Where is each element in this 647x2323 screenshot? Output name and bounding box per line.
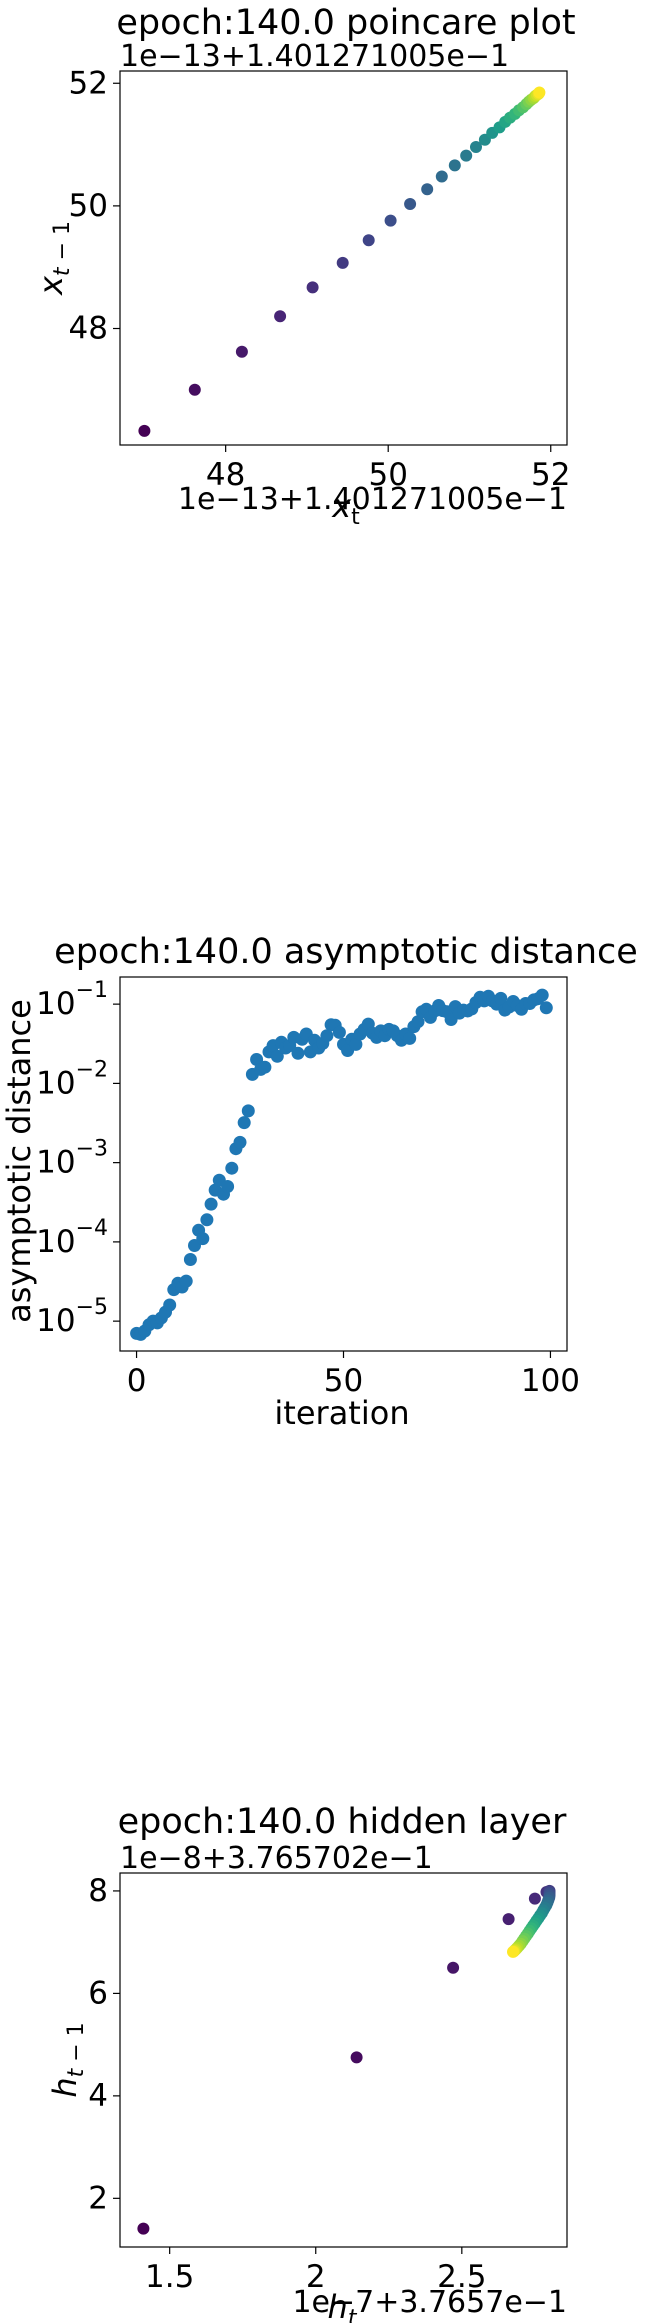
- poincare-x-tick-label: 50: [368, 457, 407, 493]
- asymptotic-point: [411, 1015, 425, 1029]
- poincare-point: [384, 214, 397, 227]
- poincare-point: [362, 234, 375, 247]
- hidden-layer-y-tick-label: 6: [88, 1975, 108, 2011]
- asymptotic-points: [130, 988, 553, 1341]
- asymptotic-y-tick-label: 10−5: [36, 1295, 108, 1340]
- hidden-layer-y-offset-label: 1e−8+3.765702e−1: [120, 1841, 433, 1876]
- hidden-layer-point: [528, 1892, 541, 1905]
- asymptotic-point: [183, 1253, 197, 1266]
- poincare-y-offset-label: 1e−13+1.401271005e−1: [120, 39, 509, 74]
- hidden-layer-x-axis: 1.5 2 2.5: [145, 2247, 486, 2295]
- asymptotic-point: [539, 1001, 553, 1015]
- poincare-x-axis: 48 50 52: [206, 445, 570, 493]
- hidden-layer-chart: epoch:140.0 hidden layer 1e−8+3.765702e−…: [46, 1802, 568, 2323]
- poincare-y-tick-label: 48: [69, 311, 108, 347]
- asymptotic-point: [204, 1197, 218, 1211]
- asymptotic-point: [535, 988, 549, 1002]
- poincare-x-tick-label: 52: [531, 457, 570, 493]
- asymptotic-point: [291, 1046, 305, 1060]
- asymptotic-point: [494, 991, 508, 1005]
- hidden-layer-point: [137, 2222, 150, 2235]
- poincare-plot-area: [119, 70, 568, 446]
- poincare-x-tick-label: 48: [206, 457, 245, 493]
- asymptotic-point: [237, 1116, 251, 1130]
- asymptotic-point: [200, 1213, 214, 1227]
- asymptotic-point: [403, 1031, 417, 1045]
- asymptotic-y-axis-label: asymptotic distance: [0, 999, 38, 1323]
- hidden-layer-x-tick-label: 2: [306, 2259, 326, 2295]
- hidden-layer-y-tick-label: 8: [88, 1873, 108, 1909]
- asymptotic-point: [241, 1104, 255, 1118]
- asymptotic-x-tick-label: 0: [127, 1363, 147, 1399]
- poincare-point: [470, 141, 482, 153]
- poincare-point: [235, 345, 248, 358]
- asymptotic-y-tick-label: 10−3: [36, 1136, 108, 1181]
- hidden-layer-y-tick-label: 2: [88, 2180, 108, 2216]
- hidden-layer-points: [137, 1884, 556, 2235]
- hidden-layer-plot-area: [119, 1872, 568, 2248]
- asymptotic-point: [196, 1232, 210, 1246]
- hidden-layer-point: [447, 1961, 460, 1974]
- poincare-point: [336, 256, 349, 269]
- asymptotic-x-axis-label: iteration: [274, 1394, 409, 1432]
- hidden-layer-x-tick-label: 1.5: [145, 2259, 194, 2295]
- poincare-point: [421, 183, 434, 196]
- poincare-chart: epoch:140.0 poincare plot 1e−13+1.401271…: [32, 3, 576, 530]
- asymptotic-point: [225, 1161, 239, 1175]
- asymptotic-point: [163, 1298, 177, 1312]
- hidden-layer-y-axis: 2 4 6 8: [88, 1873, 120, 2216]
- poincare-x-offset-label: 1e−13+1.401271005e−1: [178, 482, 567, 517]
- asymptotic-chart: epoch:140.0 asymptotic distance 0 50 100…: [0, 932, 638, 1432]
- asymptotic-y-tick-label: 10−1: [36, 978, 108, 1023]
- hidden-layer-point: [502, 1913, 515, 1926]
- asymptotic-point: [258, 1060, 272, 1074]
- poincare-point: [460, 149, 473, 162]
- hidden-layer-x-tick-label: 2.5: [437, 2259, 486, 2295]
- hidden-layer-x-offset-label: 1e−7+3.7657e−1: [292, 2285, 567, 2320]
- poincare-point: [306, 281, 319, 294]
- asymptotic-point: [270, 1049, 284, 1063]
- asymptotic-y-tick-label: 10−4: [36, 1215, 108, 1260]
- poincare-title: epoch:140.0 poincare plot: [116, 3, 575, 43]
- hidden-layer-y-tick-label: 4: [88, 2078, 108, 2114]
- poincare-y-axis-label: xt − 1: [32, 221, 75, 296]
- hidden-layer-y-axis-label: ht − 1: [46, 2022, 89, 2097]
- asymptotic-point: [250, 1053, 264, 1066]
- asymptotic-point: [332, 1025, 346, 1039]
- hidden-layer-point: [507, 1945, 519, 1958]
- asymptotic-point: [349, 1037, 363, 1051]
- poincare-y-axis: 48 50 52: [69, 65, 120, 347]
- asymptotic-point: [179, 1274, 193, 1288]
- asymptotic-point: [233, 1135, 247, 1149]
- poincare-point: [533, 86, 546, 99]
- hidden-layer-title: epoch:140.0 hidden layer: [118, 1802, 567, 1842]
- poincare-y-tick-label: 52: [69, 65, 108, 101]
- poincare-point: [404, 198, 417, 210]
- poincare-point: [188, 383, 201, 396]
- poincare-point: [274, 310, 287, 323]
- asymptotic-title: epoch:140.0 asymptotic distance: [54, 932, 638, 972]
- asymptotic-y-tick-label: 10−2: [36, 1057, 108, 1102]
- poincare-point: [448, 159, 461, 172]
- asymptotic-x-axis: 0 50 100: [127, 1351, 580, 1399]
- asymptotic-x-tick-label: 50: [324, 1363, 363, 1399]
- poincare-point: [435, 170, 448, 183]
- asymptotic-point: [221, 1180, 235, 1193]
- asymptotic-point: [320, 1029, 334, 1043]
- asymptotic-y-axis: 10−5 10−4 10−3 10−2 10−1: [36, 978, 120, 1340]
- poincare-point: [138, 424, 151, 437]
- poincare-y-tick-label: 50: [69, 188, 108, 224]
- poincare-points: [138, 86, 546, 437]
- asymptotic-x-tick-label: 100: [521, 1363, 580, 1399]
- hidden-layer-point: [350, 2051, 363, 2064]
